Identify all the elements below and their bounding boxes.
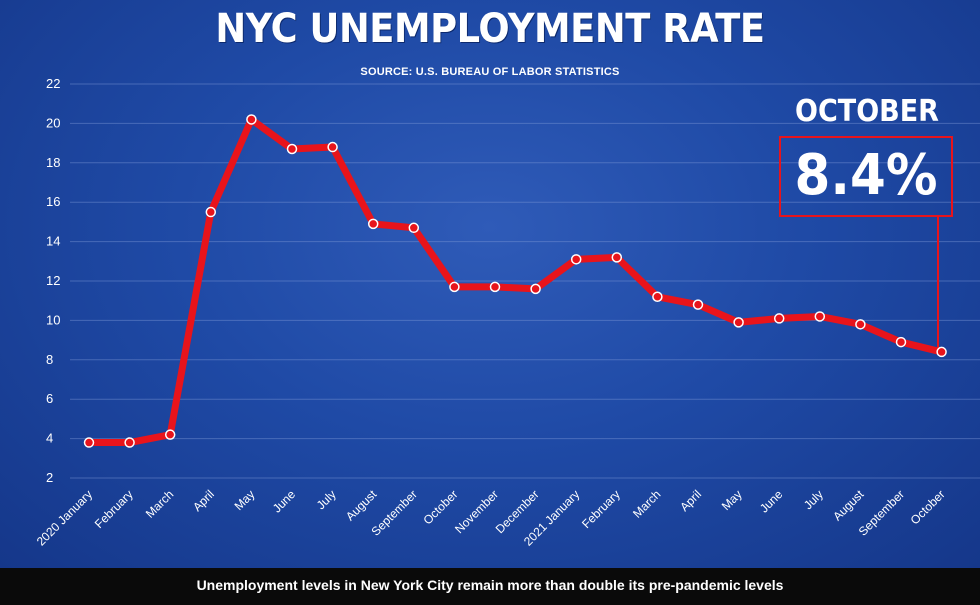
x-tick-label: October [420, 487, 460, 527]
data-point [570, 254, 582, 265]
chart-title: NYC UNEMPLOYMENT RATE [215, 6, 765, 52]
x-tick-label: February [579, 487, 623, 531]
data-point [286, 143, 298, 155]
data-point [611, 252, 623, 263]
x-tick-label: June [270, 487, 299, 516]
data-point [246, 114, 257, 125]
data-point [530, 283, 541, 295]
x-tick-label: July [314, 487, 339, 512]
data-point [936, 346, 947, 358]
y-tick-label: 4 [46, 431, 53, 446]
data-point [327, 141, 338, 153]
x-tick-label: August [343, 487, 380, 524]
x-tick-label: June [757, 487, 786, 516]
y-tick-label: 22 [46, 76, 60, 91]
x-tick-label: July [801, 487, 826, 512]
data-point [814, 311, 826, 322]
x-tick-label: May [232, 487, 258, 513]
x-tick-label: February [92, 487, 136, 531]
callout-label: OCTOBER [795, 94, 939, 129]
y-tick-label: 6 [46, 391, 53, 406]
y-tick-label: 14 [46, 234, 60, 249]
data-point [205, 206, 217, 218]
data-point [773, 313, 785, 324]
y-tick-label: 10 [46, 312, 60, 327]
data-point [164, 429, 176, 440]
data-point [489, 281, 501, 293]
series-line [85, 115, 946, 447]
callout-value: 8.4% [794, 143, 938, 208]
chart-source: SOURCE: U.S. BUREAU OF LABOR STATISTICS [360, 66, 620, 78]
y-tick-label: 8 [46, 352, 53, 367]
y-tick-label: 12 [46, 273, 60, 288]
data-point [124, 437, 135, 448]
x-tick-label: May [719, 487, 745, 513]
x-tick-label: November [452, 487, 501, 536]
x-tick-label: March [630, 487, 663, 520]
data-point [692, 299, 704, 310]
data-point [855, 319, 866, 330]
data-point [652, 291, 663, 303]
data-point [733, 317, 744, 328]
caption-bar: Unemployment levels in New York City rem… [0, 568, 980, 605]
callout-box [779, 136, 953, 217]
y-tick-label: 18 [46, 155, 60, 170]
caption-text: Unemployment levels in New York City rem… [196, 577, 784, 593]
y-tick-label: 20 [46, 115, 60, 130]
data-point [895, 336, 907, 348]
data-point [408, 222, 420, 234]
y-tick-label: 16 [46, 194, 60, 209]
x-tick-label: 2020 January [34, 487, 95, 548]
y-tick-label: 2 [46, 470, 53, 485]
x-tick-label: August [830, 487, 867, 524]
data-point [83, 437, 95, 448]
x-tick-label: March [143, 487, 176, 520]
x-tick-label: April [677, 487, 704, 514]
x-tick-label: October [908, 487, 948, 527]
x-tick-label: April [190, 487, 217, 514]
data-point [449, 281, 460, 293]
chart-area: 2 4 6 8 10 12 14 16 18 20 22 2020 January February M… [0, 0, 980, 568]
data-point [367, 218, 379, 230]
